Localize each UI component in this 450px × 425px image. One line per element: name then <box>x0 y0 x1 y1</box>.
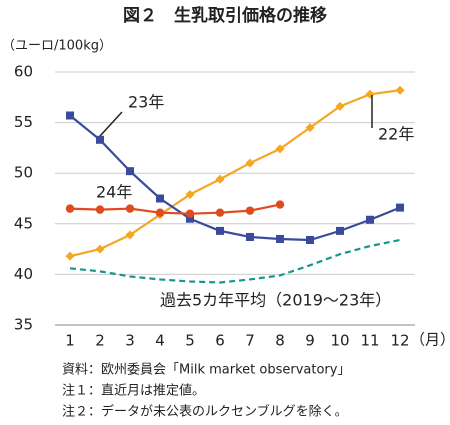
series-line <box>69 203 281 215</box>
x-tick-label: 12 <box>390 332 409 350</box>
series-line <box>69 114 401 242</box>
leader-line <box>99 111 123 137</box>
note: 注２：データが未公表のルクセンブルグを除く。 <box>62 404 348 420</box>
series-line <box>69 238 401 284</box>
marker <box>336 226 344 235</box>
x-tick-label: 6 <box>215 332 225 350</box>
marker <box>126 167 134 176</box>
marker <box>186 214 194 223</box>
x-axis-label: （月） <box>410 331 450 349</box>
x-tick-label: 5 <box>185 332 195 350</box>
series-label: 23年 <box>128 93 164 112</box>
x-tick-label: 4 <box>155 332 165 350</box>
chart-title: 図２ 生乳取引価格の推移 <box>123 5 327 26</box>
x-tick-label: 1 <box>65 332 75 350</box>
marker <box>156 194 164 203</box>
x-tick-label: 7 <box>245 332 255 350</box>
marker <box>306 235 314 244</box>
marker <box>215 208 225 217</box>
marker <box>95 244 105 254</box>
note: 注１：直近月は推定値。 <box>62 383 205 399</box>
marker <box>65 251 75 261</box>
x-tick-label: 8 <box>275 332 285 350</box>
y-axis-label: （ユーロ/100kg） <box>2 39 112 54</box>
marker <box>246 232 254 241</box>
series-line <box>69 89 401 258</box>
series-label: 24年 <box>96 183 132 202</box>
y-tick-label: 35 <box>14 316 33 334</box>
marker <box>396 203 404 212</box>
marker <box>276 234 284 243</box>
marker <box>216 226 224 235</box>
series-label: 過去5カ年平均（2019～23年） <box>160 291 391 310</box>
note: 資料：欧州委員会「Milk market observatory」 <box>62 363 350 378</box>
x-tick-label: 11 <box>360 332 379 350</box>
x-tick-label: 3 <box>125 332 135 350</box>
x-tick-label: 9 <box>305 332 315 350</box>
marker <box>96 135 104 144</box>
y-tick-label: 60 <box>14 63 33 81</box>
marker <box>185 209 195 218</box>
marker <box>245 206 255 215</box>
marker <box>125 204 135 213</box>
marker <box>275 200 285 209</box>
marker <box>305 123 315 133</box>
marker <box>125 230 135 240</box>
y-tick-label: 40 <box>14 265 33 283</box>
marker <box>365 89 375 99</box>
marker <box>215 174 225 184</box>
marker <box>335 101 345 111</box>
marker <box>366 215 374 224</box>
x-tick-label: 10 <box>330 332 349 350</box>
series-label: 22年 <box>378 125 414 144</box>
marker <box>65 204 75 213</box>
marker <box>395 85 405 95</box>
marker <box>275 144 285 154</box>
marker <box>185 189 195 199</box>
y-tick-label: 45 <box>14 214 33 232</box>
x-tick-label: 2 <box>95 332 105 350</box>
marker <box>95 205 105 214</box>
y-tick-label: 55 <box>14 113 33 131</box>
y-tick-label: 50 <box>14 164 33 182</box>
marker <box>66 111 74 120</box>
marker <box>155 208 165 217</box>
marker <box>245 158 255 168</box>
